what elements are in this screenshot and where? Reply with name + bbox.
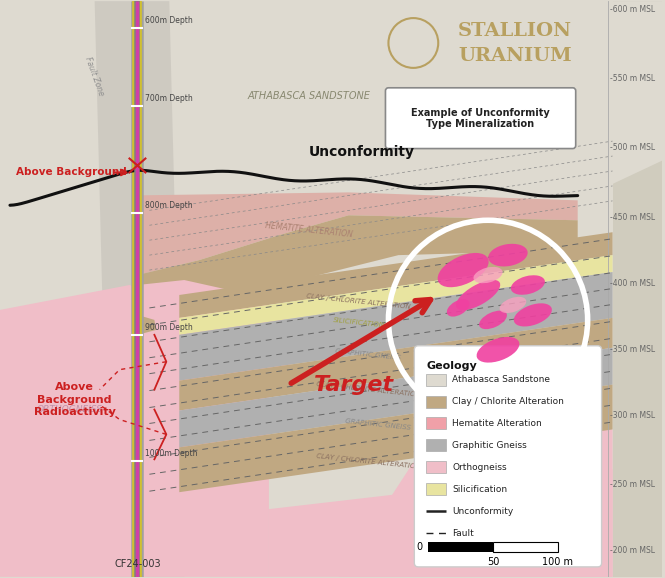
Ellipse shape bbox=[473, 267, 503, 283]
Ellipse shape bbox=[514, 303, 552, 327]
Text: Unconformity: Unconformity bbox=[309, 144, 415, 158]
Ellipse shape bbox=[477, 337, 519, 362]
Text: -500 m MSL: -500 m MSL bbox=[610, 143, 654, 153]
FancyBboxPatch shape bbox=[426, 483, 446, 495]
Text: 🐴: 🐴 bbox=[408, 34, 418, 52]
Text: CLAY / CHLORITE ALTERATION: CLAY / CHLORITE ALTERATION bbox=[316, 453, 421, 470]
Text: Fault Zone: Fault Zone bbox=[83, 55, 106, 97]
Text: Fault: Fault bbox=[452, 528, 474, 538]
Text: 0: 0 bbox=[416, 542, 422, 552]
Text: STALLION: STALLION bbox=[458, 22, 572, 40]
Text: CLAY / CHLORITE ALTERATION: CLAY / CHLORITE ALTERATION bbox=[316, 381, 421, 398]
Text: -400 m MSL: -400 m MSL bbox=[610, 279, 654, 288]
Polygon shape bbox=[138, 280, 299, 390]
Text: Above
Background
Radioactivity: Above Background Radioactivity bbox=[34, 382, 116, 417]
Polygon shape bbox=[180, 272, 612, 381]
Text: CLAY / CHLORITE ALTERATION: CLAY / CHLORITE ALTERATION bbox=[306, 294, 411, 310]
Ellipse shape bbox=[479, 310, 507, 329]
Polygon shape bbox=[94, 1, 184, 577]
Text: ORTHOGNEISS: ORTHOGNEISS bbox=[455, 514, 521, 524]
Ellipse shape bbox=[499, 297, 526, 313]
Polygon shape bbox=[138, 215, 578, 335]
Text: 50: 50 bbox=[487, 557, 499, 567]
Text: ATHABASCA SANDSTONE: ATHABASCA SANDSTONE bbox=[247, 91, 370, 101]
Text: 1000m Depth: 1000m Depth bbox=[146, 449, 198, 458]
Ellipse shape bbox=[511, 275, 545, 295]
Text: 100 m: 100 m bbox=[542, 557, 573, 567]
Text: Above Background: Above Background bbox=[17, 168, 127, 177]
FancyBboxPatch shape bbox=[426, 461, 446, 473]
Polygon shape bbox=[180, 232, 612, 318]
FancyBboxPatch shape bbox=[426, 417, 446, 429]
Text: -600 m MSL: -600 m MSL bbox=[610, 5, 654, 14]
Text: -450 m MSL: -450 m MSL bbox=[610, 213, 654, 221]
Text: Example of Unconformity
Type Mineralization: Example of Unconformity Type Mineralizat… bbox=[411, 108, 549, 129]
FancyBboxPatch shape bbox=[426, 395, 446, 407]
Text: 700m Depth: 700m Depth bbox=[146, 94, 193, 103]
Text: Orthogneiss: Orthogneiss bbox=[452, 463, 507, 472]
Text: CF24-003: CF24-003 bbox=[114, 559, 161, 569]
Text: Target: Target bbox=[314, 375, 394, 395]
Text: HEMATITE ALTERATION: HEMATITE ALTERATION bbox=[265, 221, 353, 239]
Polygon shape bbox=[0, 1, 662, 210]
Text: GRAPHITIC GNEISS: GRAPHITIC GNEISS bbox=[335, 349, 402, 361]
FancyBboxPatch shape bbox=[414, 346, 602, 567]
Text: Athabasca Sandstone: Athabasca Sandstone bbox=[452, 375, 550, 384]
Text: -550 m MSL: -550 m MSL bbox=[610, 75, 654, 83]
Text: URANIUM: URANIUM bbox=[458, 47, 572, 65]
Polygon shape bbox=[180, 318, 612, 410]
Text: SILICIFICATION: SILICIFICATION bbox=[332, 317, 385, 328]
Polygon shape bbox=[269, 469, 612, 577]
Text: 600m Depth: 600m Depth bbox=[146, 16, 193, 25]
Text: ORTHOGNEISS: ORTHOGNEISS bbox=[37, 405, 102, 414]
Ellipse shape bbox=[438, 253, 489, 287]
Text: GRAPHITIC GNEISS: GRAPHITIC GNEISS bbox=[345, 418, 412, 431]
FancyBboxPatch shape bbox=[426, 373, 446, 386]
FancyBboxPatch shape bbox=[382, 4, 604, 83]
Text: Hematite Alteration: Hematite Alteration bbox=[452, 419, 542, 428]
FancyBboxPatch shape bbox=[426, 439, 446, 451]
Polygon shape bbox=[138, 192, 578, 275]
Text: -350 m MSL: -350 m MSL bbox=[610, 345, 654, 354]
FancyBboxPatch shape bbox=[386, 88, 576, 149]
Bar bbox=[428, 542, 493, 552]
Text: -200 m MSL: -200 m MSL bbox=[610, 546, 654, 555]
Polygon shape bbox=[612, 1, 662, 577]
Text: -300 m MSL: -300 m MSL bbox=[610, 411, 654, 420]
Polygon shape bbox=[180, 384, 612, 492]
Polygon shape bbox=[180, 255, 612, 335]
Ellipse shape bbox=[447, 299, 469, 317]
Bar bbox=[493, 542, 558, 552]
Text: -250 m MSL: -250 m MSL bbox=[610, 480, 654, 489]
Text: Clay / Chlorite Alteration: Clay / Chlorite Alteration bbox=[452, 397, 564, 406]
Ellipse shape bbox=[488, 244, 527, 266]
Ellipse shape bbox=[456, 280, 500, 310]
Text: Unconformity: Unconformity bbox=[452, 506, 513, 516]
Text: 900m Depth: 900m Depth bbox=[146, 323, 193, 332]
Text: Geology: Geology bbox=[426, 361, 477, 370]
Polygon shape bbox=[180, 348, 612, 447]
Text: Silicification: Silicification bbox=[452, 485, 507, 494]
Text: Graphitic Gneiss: Graphitic Gneiss bbox=[452, 441, 527, 450]
Text: 800m Depth: 800m Depth bbox=[146, 201, 193, 210]
Polygon shape bbox=[0, 285, 269, 577]
Polygon shape bbox=[338, 429, 612, 577]
